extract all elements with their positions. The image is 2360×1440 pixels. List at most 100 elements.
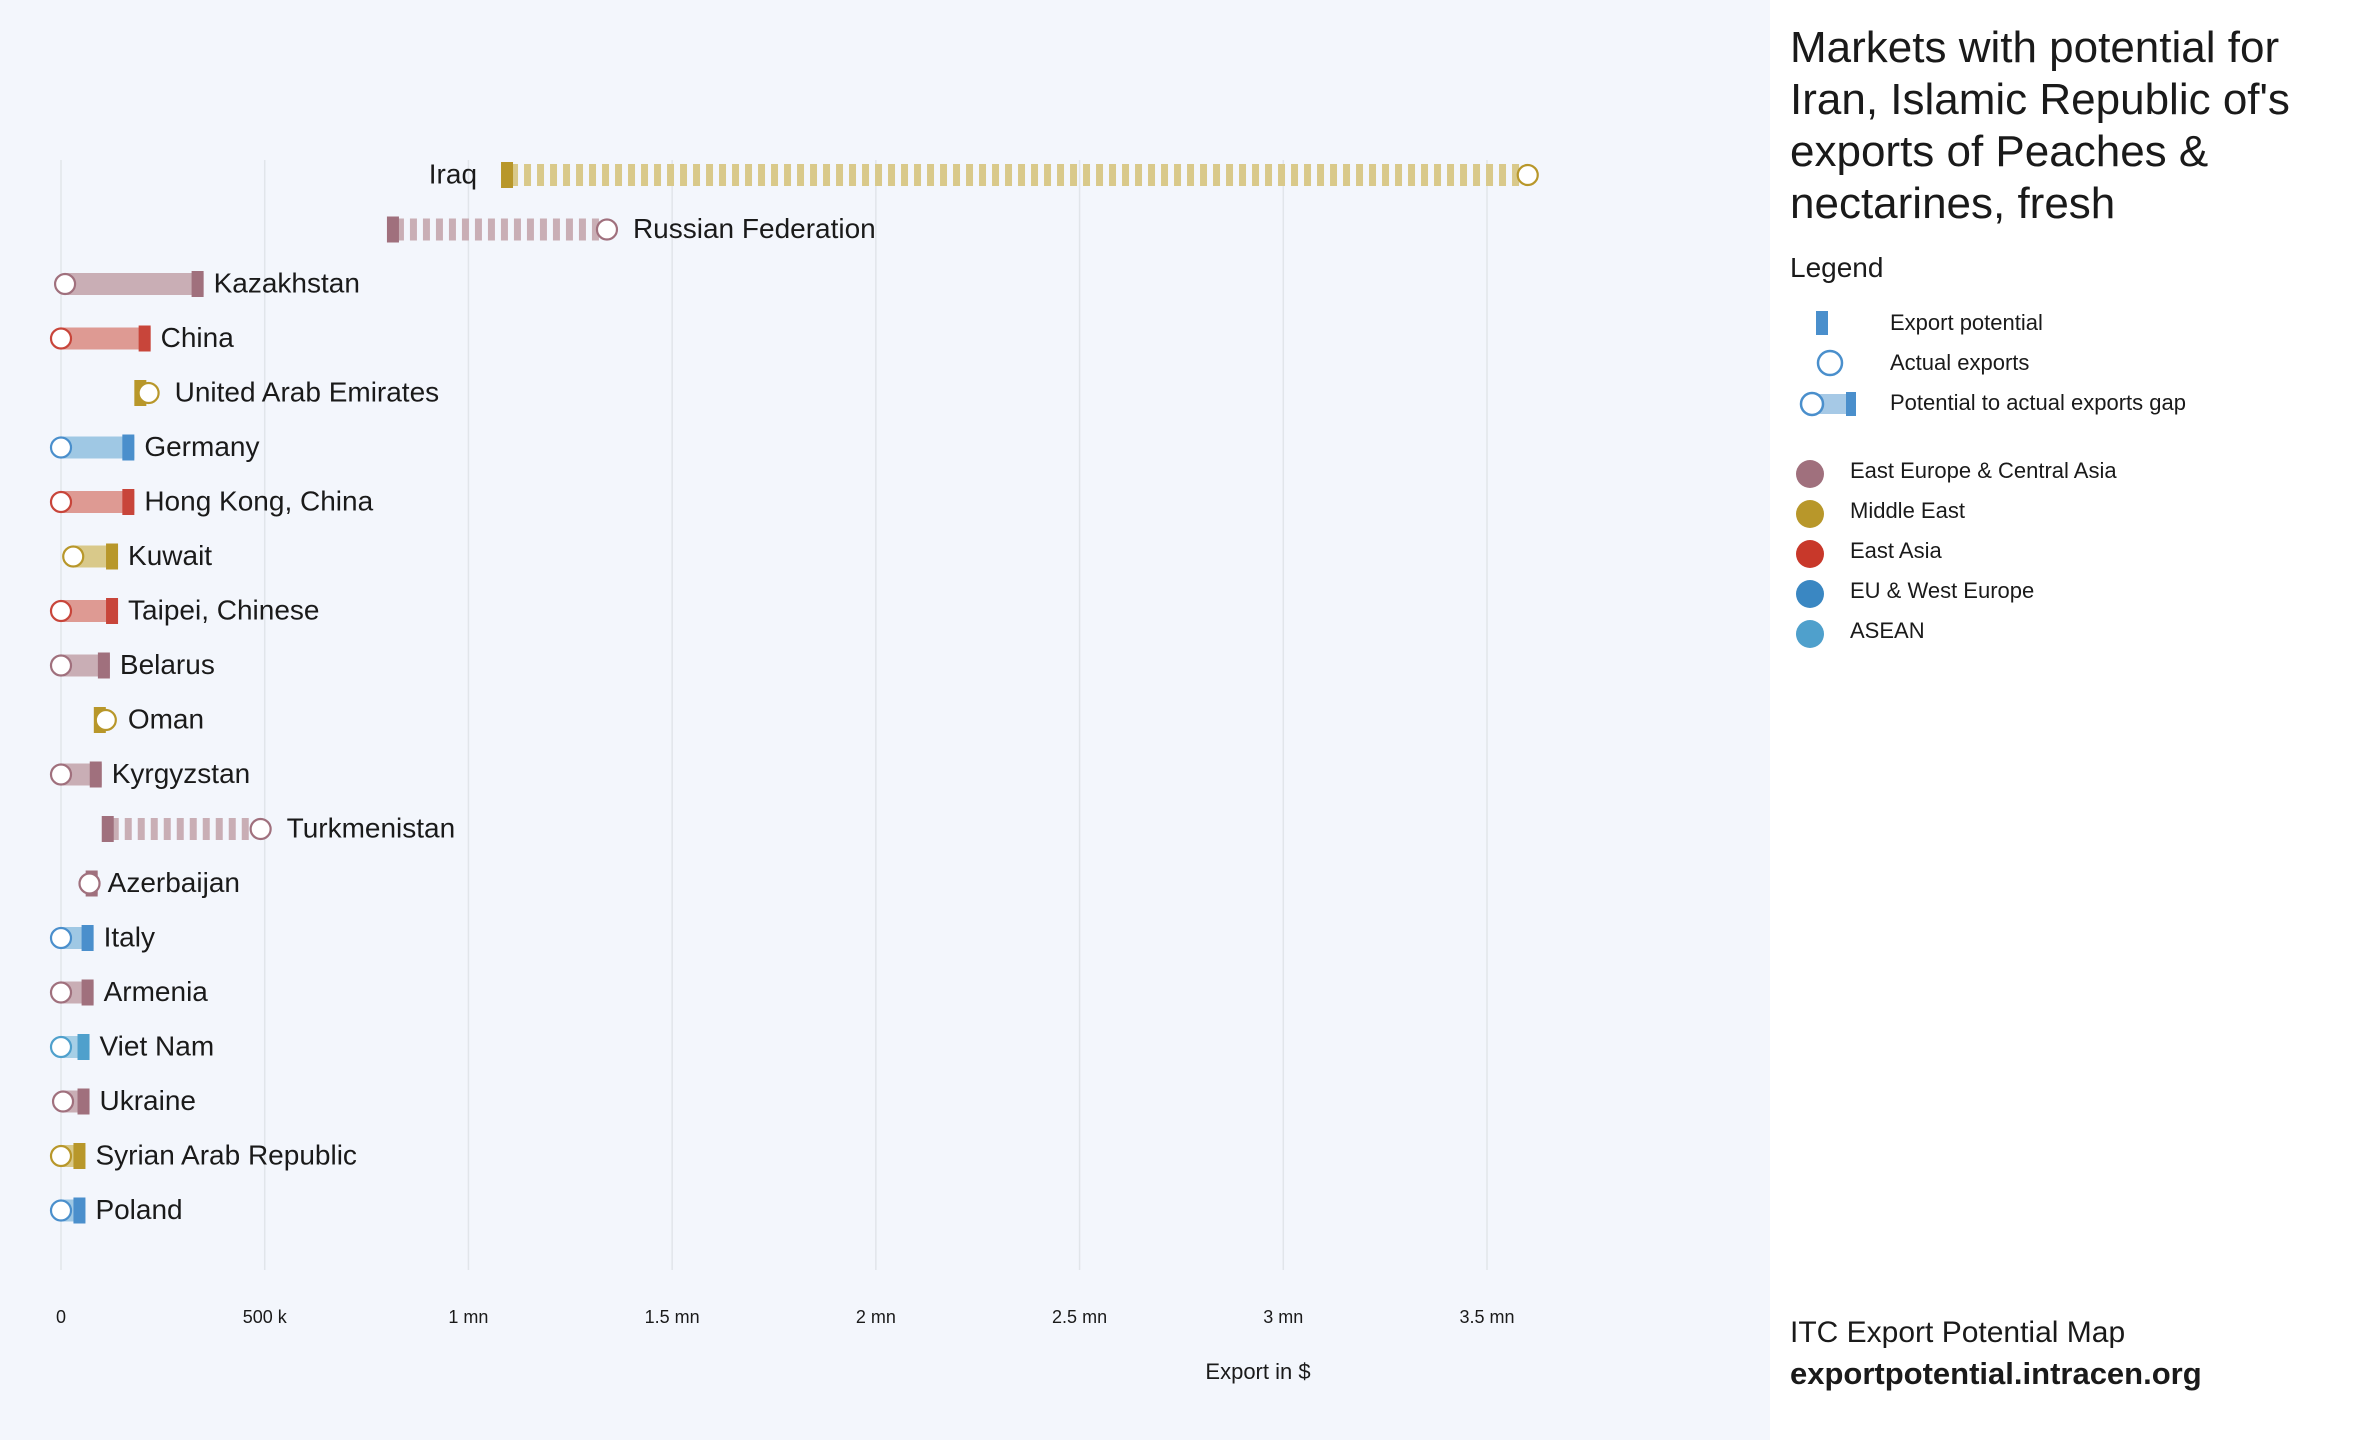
gap-segment — [1161, 164, 1169, 186]
x-tick-label: 1.5 mn — [645, 1307, 700, 1327]
market-label: Kyrgyzstan — [112, 758, 251, 789]
gap-segment — [396, 218, 404, 241]
actual-exports-circle — [249, 817, 272, 841]
gap-segment — [563, 164, 571, 186]
market-label: Azerbaijan — [108, 867, 240, 898]
gap-segment — [1486, 164, 1494, 186]
gap-segment — [422, 218, 430, 241]
legend-heading: Legend — [1790, 252, 1884, 283]
export-potential-bar — [191, 271, 204, 297]
gap-segment — [680, 164, 688, 186]
legend-label-gap: Potential to actual exports gap — [1890, 390, 2186, 415]
market-label: Oman — [128, 703, 204, 734]
x-tick-label: 2.5 mn — [1052, 1307, 1107, 1327]
gap-segment — [1018, 164, 1026, 186]
gap-bar — [65, 273, 204, 295]
gap-segment — [448, 218, 456, 241]
gap-segment — [202, 818, 210, 840]
gap-segment — [539, 218, 547, 241]
gap-segment — [1083, 164, 1091, 186]
gap-segment — [474, 218, 482, 241]
x-tick-label: 3 mn — [1263, 1307, 1303, 1327]
gap-segment — [914, 164, 922, 186]
gap-segment — [176, 818, 184, 840]
actual-exports-circle — [53, 272, 77, 296]
region-middle-east: Middle East — [1790, 492, 2350, 532]
gap-segment — [966, 164, 974, 186]
gap-segment — [409, 218, 417, 241]
gap-segment — [602, 164, 610, 186]
gap-segment — [524, 164, 532, 186]
market-label: Italy — [104, 921, 155, 952]
actual-exports-circle-icon — [1816, 349, 1844, 377]
gap-segment — [537, 164, 545, 186]
gap-segment — [667, 164, 675, 186]
gap-segment — [1044, 164, 1052, 186]
gap-segment — [693, 164, 701, 186]
legend-item-actual-exports: Actual exports — [1790, 344, 2350, 384]
gap-segment — [163, 818, 171, 840]
market-label: Kuwait — [128, 540, 212, 571]
export-potential-bar — [77, 1088, 90, 1115]
export-potential-bar — [122, 434, 135, 461]
gap-segment — [1499, 164, 1507, 186]
gap-segment — [953, 164, 961, 186]
gap-bar — [61, 436, 135, 459]
region-label: ASEAN — [1850, 618, 1925, 643]
export-potential-bar — [81, 925, 94, 951]
gap-segment — [111, 818, 119, 840]
market-label: United Arab Emirates — [175, 376, 440, 407]
market-label: Viet Nam — [100, 1030, 215, 1061]
legend-item-export-potential: Export potential — [1790, 304, 2350, 344]
gap-segment — [1122, 164, 1130, 186]
region-label: Middle East — [1850, 498, 1965, 523]
actual-exports-circle — [78, 872, 101, 895]
region-color-dot — [1796, 620, 1824, 648]
potential-bar-icon — [1816, 311, 1828, 335]
gap-segment — [1434, 164, 1442, 186]
gap-segment — [823, 164, 831, 186]
market-label: Germany — [144, 431, 259, 462]
gap-segment — [487, 218, 495, 241]
gap-segment — [615, 164, 623, 186]
export-potential-bar — [138, 325, 151, 352]
region-asean: ASEAN — [1790, 612, 2350, 652]
x-tick-label: 500 k — [243, 1307, 288, 1327]
gap-segment — [1174, 164, 1182, 186]
gap-segment — [124, 818, 132, 840]
gap-segment — [1356, 164, 1364, 186]
gap-segment — [979, 164, 987, 186]
actual-exports-circle — [595, 218, 619, 241]
gap-segment — [1408, 164, 1416, 186]
region-color-dot — [1796, 500, 1824, 528]
export-potential-bar — [106, 598, 119, 624]
market-label: Poland — [95, 1194, 182, 1225]
gap-segment — [1135, 164, 1143, 186]
actual-exports-circle — [49, 926, 73, 950]
gap-segment — [576, 164, 584, 186]
gap-segment — [1421, 164, 1429, 186]
gap-segment — [1005, 164, 1013, 186]
export-potential-bar — [81, 979, 94, 1006]
legend-label-actual-exports: Actual exports — [1890, 350, 2030, 375]
market-label: Belarus — [120, 649, 215, 680]
market-label: Kazakhstan — [214, 267, 360, 298]
actual-exports-circle — [49, 490, 73, 514]
footer-url[interactable]: exportpotential.intracen.org — [1790, 1356, 2202, 1391]
gap-segment — [435, 218, 443, 241]
actual-exports-circle — [49, 1199, 73, 1222]
chart-title: Markets with potential for Iran, Islamic… — [1790, 23, 2290, 228]
gap-segment — [706, 164, 714, 186]
gap-segment — [888, 164, 896, 186]
gap-segment — [810, 164, 818, 186]
gap-segment — [1187, 164, 1195, 186]
gap-segment — [771, 164, 779, 186]
actual-exports-circle — [49, 981, 73, 1004]
actual-exports-circle — [62, 545, 85, 568]
export-potential-bar — [73, 1197, 86, 1224]
export-potential-bar — [386, 216, 399, 243]
gap-bar — [61, 491, 135, 513]
x-axis-title: Export in $ — [1205, 1359, 1310, 1384]
gap-segment — [1460, 164, 1468, 186]
actual-exports-circle — [49, 654, 73, 677]
